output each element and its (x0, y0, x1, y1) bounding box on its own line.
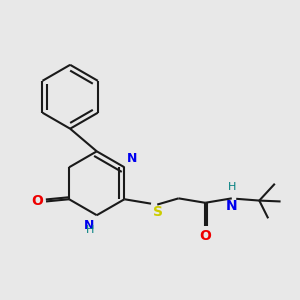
Text: S: S (153, 206, 163, 220)
Text: N: N (127, 152, 137, 165)
Text: H: H (86, 225, 94, 235)
Text: O: O (31, 194, 43, 208)
Text: H: H (228, 182, 236, 192)
Text: N: N (84, 219, 94, 232)
Text: O: O (199, 230, 211, 243)
Text: N: N (226, 199, 238, 213)
